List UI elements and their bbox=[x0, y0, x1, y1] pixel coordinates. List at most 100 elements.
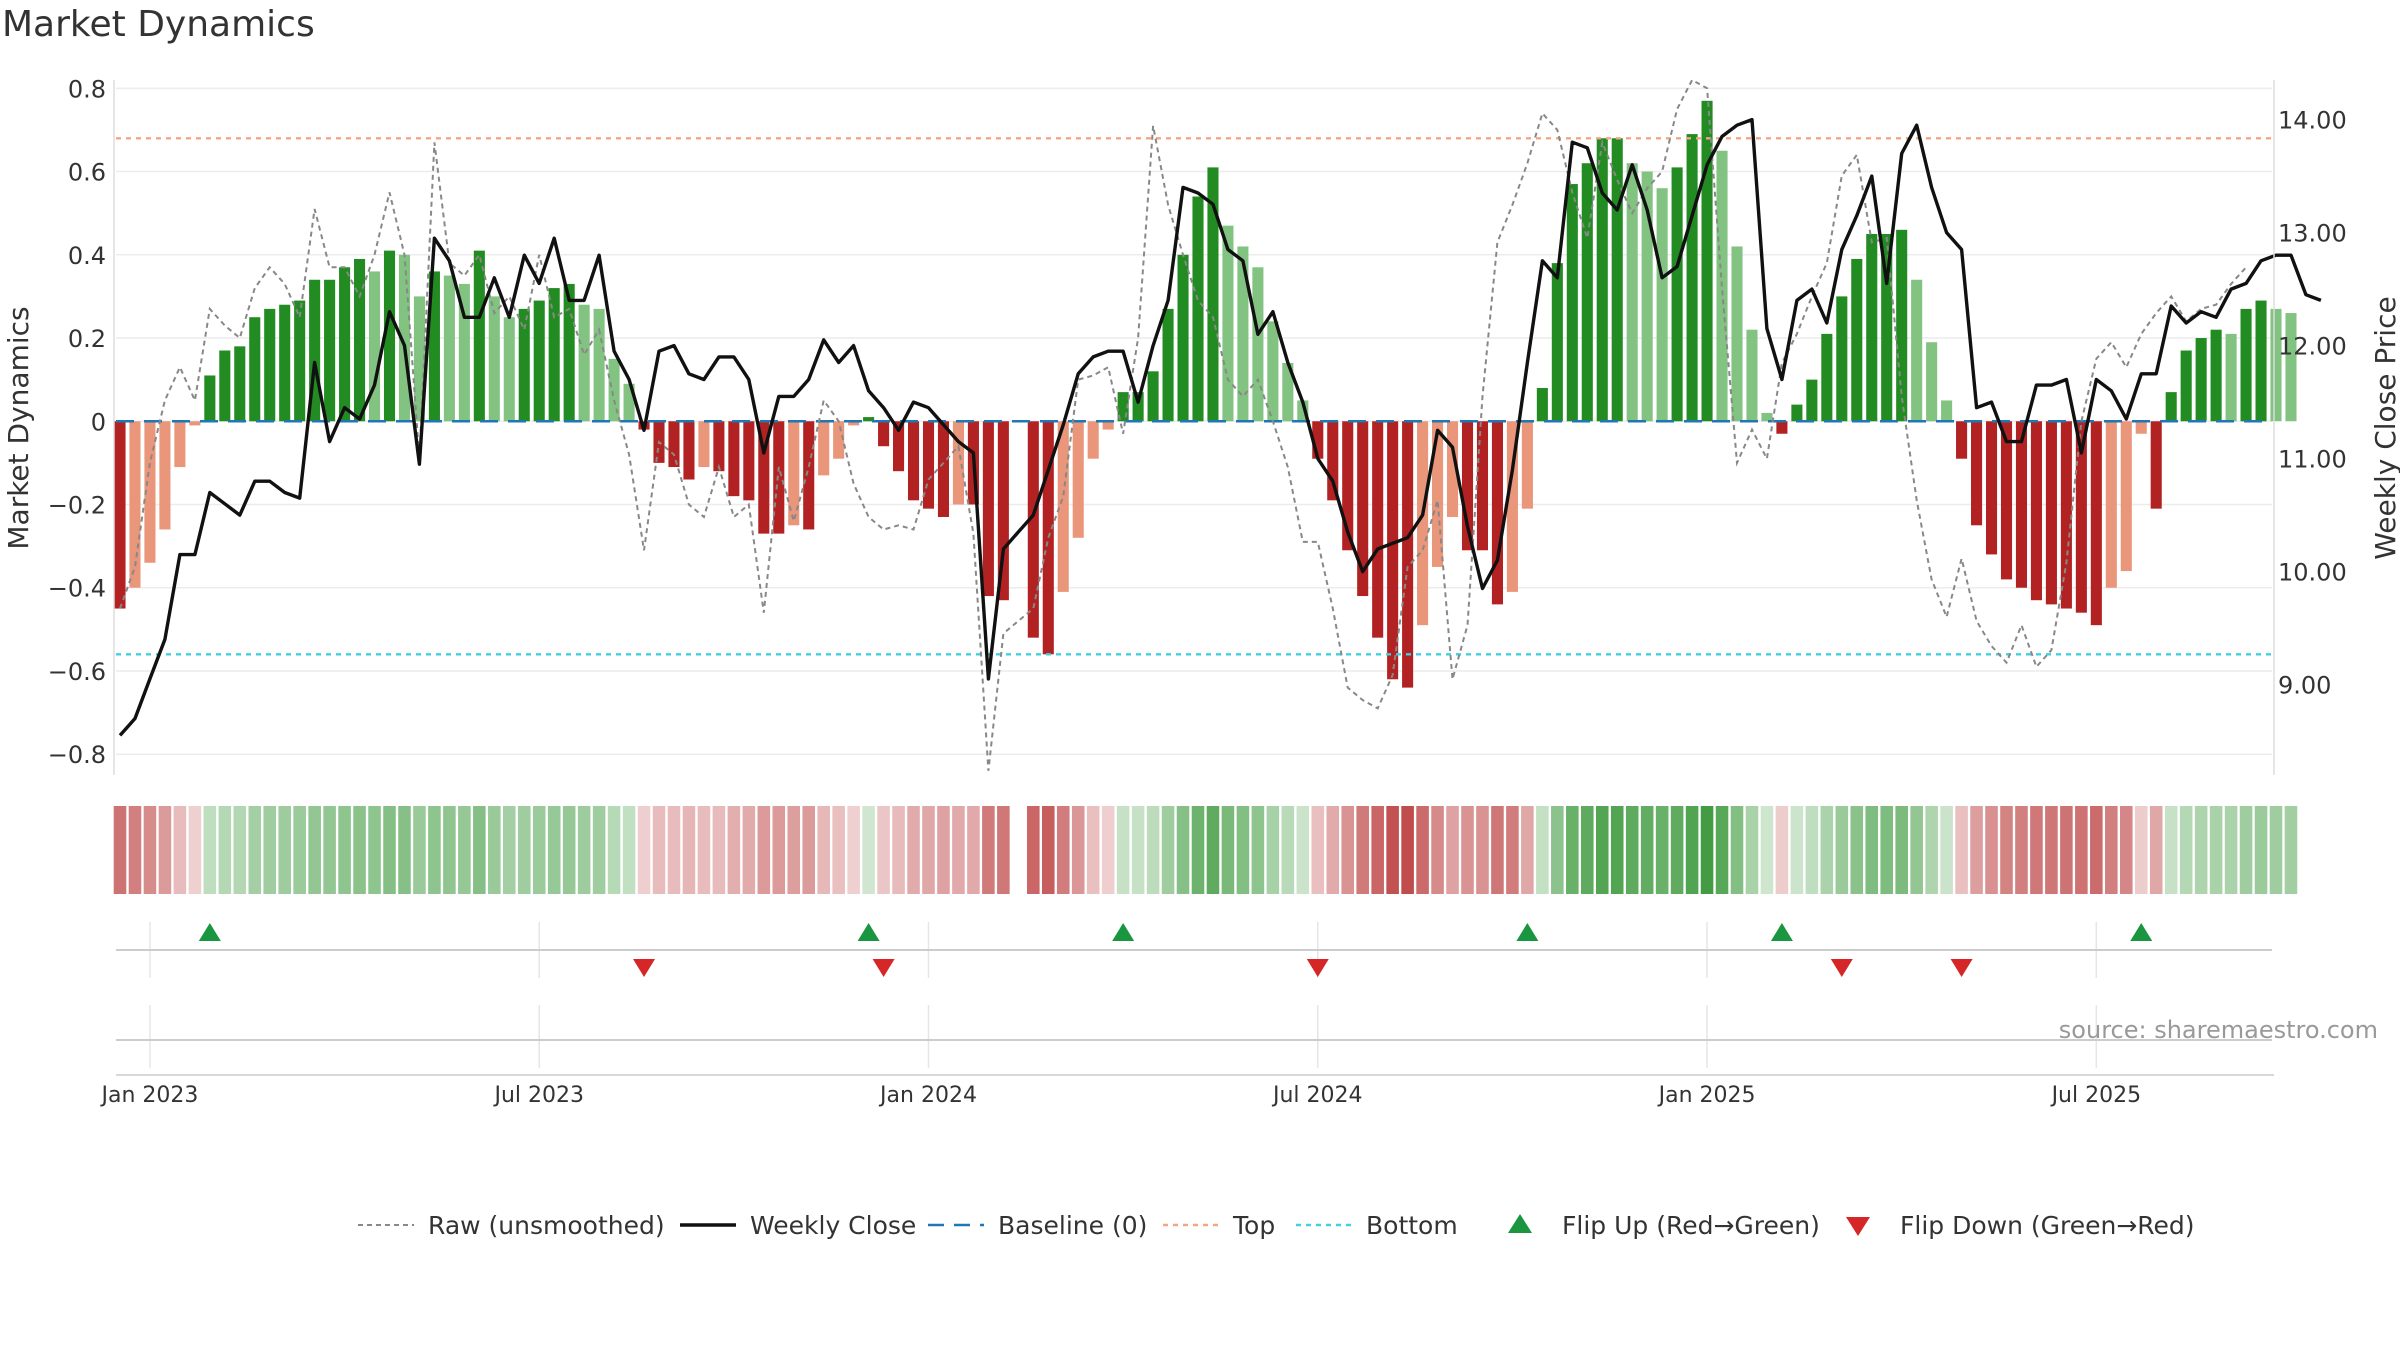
y-left-tick-label: −0.2 bbox=[48, 491, 106, 519]
band-cell bbox=[1221, 806, 1235, 894]
source-note: source: sharemaestro.com bbox=[2059, 1016, 2378, 1044]
band-cell bbox=[787, 806, 801, 894]
legend-label: Bottom bbox=[1366, 1211, 1458, 1240]
band-cell bbox=[353, 806, 366, 894]
legend-item-raw: Raw (unsmoothed) bbox=[358, 1211, 665, 1240]
dynamics-bar bbox=[249, 317, 261, 422]
dynamics-bar bbox=[503, 317, 515, 422]
band-cell bbox=[113, 806, 127, 894]
dynamics-bar bbox=[548, 288, 560, 422]
dynamics-bar bbox=[2240, 308, 2252, 422]
dynamics-bar bbox=[1372, 421, 1384, 638]
dynamics-bar bbox=[1057, 421, 1069, 592]
band-cell bbox=[1056, 806, 1070, 894]
band-cell bbox=[173, 806, 187, 894]
band-cell bbox=[577, 806, 591, 894]
band-cell bbox=[637, 806, 651, 894]
dynamics-bar bbox=[1671, 167, 1683, 422]
y-left-tick-label: −0.4 bbox=[48, 575, 106, 603]
dynamics-bar bbox=[773, 421, 785, 534]
dynamics-bar bbox=[1252, 267, 1264, 422]
band-cell bbox=[1176, 806, 1190, 894]
band-cell bbox=[2045, 806, 2058, 894]
flip-up-marker bbox=[1112, 923, 1135, 941]
band-cell bbox=[1985, 806, 1998, 894]
band-cell bbox=[428, 806, 441, 894]
band-cell bbox=[502, 806, 516, 894]
band-cell bbox=[2284, 806, 2298, 894]
dynamics-bars bbox=[114, 100, 2297, 688]
band-cell bbox=[1551, 806, 1564, 894]
dynamics-bar bbox=[2045, 421, 2057, 605]
band-cell bbox=[1865, 806, 1879, 894]
dynamics-bar bbox=[1042, 421, 1054, 655]
band-cell bbox=[907, 806, 920, 894]
band-cell bbox=[2194, 806, 2208, 894]
dynamics-bar bbox=[1536, 387, 1548, 422]
dynamics-bar bbox=[324, 279, 336, 422]
dynamics-bar bbox=[1476, 421, 1489, 551]
dynamics-bar bbox=[1192, 196, 1204, 422]
band-cell bbox=[1670, 806, 1684, 894]
dynamics-bar bbox=[1177, 254, 1189, 422]
dynamics-bar bbox=[174, 421, 186, 468]
dynamics-bar bbox=[1461, 421, 1474, 551]
band-cell bbox=[1281, 806, 1295, 894]
band-cell bbox=[458, 806, 471, 894]
band-cell bbox=[1910, 806, 1923, 894]
dynamics-bar bbox=[937, 421, 950, 517]
dynamics-bar bbox=[2000, 421, 2013, 580]
dynamics-bar bbox=[144, 421, 156, 563]
band-cell bbox=[982, 806, 995, 894]
dynamics-bar bbox=[623, 383, 635, 422]
dynamics-bar bbox=[1417, 421, 1429, 626]
band-cell bbox=[248, 806, 262, 894]
y-left-tick-label: 0.2 bbox=[68, 325, 106, 353]
dynamics-bar bbox=[1207, 167, 1219, 422]
band-cell bbox=[1895, 806, 1908, 894]
dynamics-bar bbox=[743, 421, 755, 501]
flip-down-marker bbox=[1306, 959, 1329, 977]
band-cell bbox=[1161, 806, 1175, 894]
dynamics-bar bbox=[1971, 421, 1983, 526]
band-cell bbox=[1386, 806, 1399, 894]
band-cell bbox=[2254, 806, 2268, 894]
legend-item-baseline: Baseline (0) bbox=[928, 1211, 1147, 1240]
y-right-tick-label: 9.00 bbox=[2278, 672, 2331, 700]
dynamics-bar bbox=[1566, 184, 1578, 422]
band-cell bbox=[1191, 806, 1205, 894]
dynamics-bar bbox=[1641, 171, 1653, 422]
dynamics-bar bbox=[1746, 329, 1758, 422]
band-cell bbox=[817, 806, 830, 894]
band-cell bbox=[922, 806, 935, 894]
band-cell bbox=[772, 806, 786, 894]
dynamics-bar bbox=[413, 296, 425, 422]
band-cell bbox=[517, 806, 531, 894]
band-cell bbox=[847, 806, 860, 894]
band-cell bbox=[1506, 806, 1519, 894]
dynamics-bar bbox=[2195, 338, 2207, 422]
band-cell bbox=[1116, 806, 1130, 894]
dynamics-bar bbox=[1701, 100, 1713, 422]
dynamics-bar bbox=[1237, 246, 1249, 422]
band-cell bbox=[203, 806, 217, 894]
y-left-tick-label: −0.8 bbox=[48, 741, 106, 769]
dynamics-bar bbox=[2210, 329, 2222, 422]
dynamics-bar bbox=[788, 421, 800, 526]
band-cell bbox=[1955, 806, 1968, 894]
band-cell bbox=[1446, 806, 1459, 894]
legend-item-close: Weekly Close bbox=[680, 1211, 916, 1240]
band-cell bbox=[712, 806, 726, 894]
dynamics-bar bbox=[2135, 421, 2147, 434]
band-cell bbox=[1296, 806, 1310, 894]
dynamics-bar bbox=[2180, 350, 2192, 422]
legend-label: Flip Down (Green→Red) bbox=[1900, 1211, 2195, 1240]
legend-item-bottom: Bottom bbox=[1296, 1211, 1458, 1240]
dynamics-bar bbox=[1821, 333, 1833, 422]
dynamics-bar bbox=[2255, 300, 2267, 422]
dynamics-bar bbox=[608, 358, 620, 422]
dynamics-bar bbox=[1027, 421, 1039, 638]
band-cell bbox=[547, 806, 561, 894]
band-cell bbox=[1326, 806, 1340, 894]
band-cell bbox=[1805, 806, 1819, 894]
